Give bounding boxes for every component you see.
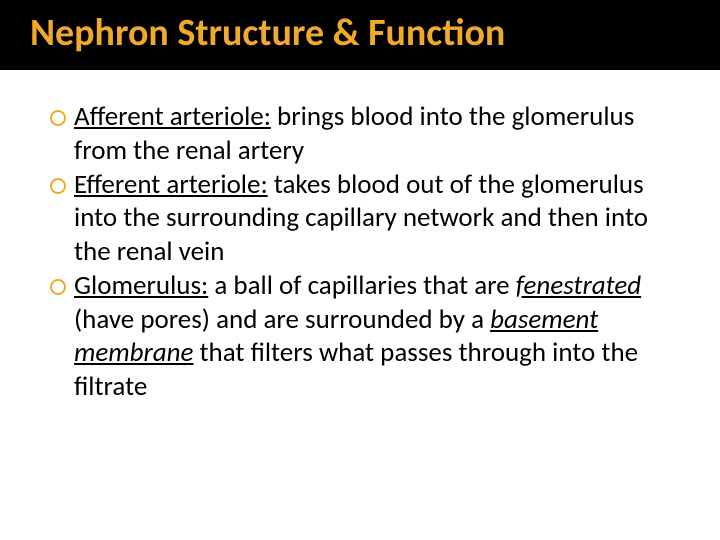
bullet-text: Efferent arteriole: takes blood out of t… [74,168,670,269]
term-label: Efferent arteriole: [74,168,268,201]
content-area: Afferent arteriole: brings blood into th… [0,70,720,404]
bullet-text: Afferent arteriole: brings blood into th… [74,100,670,168]
bullet-item: Afferent arteriole: brings blood into th… [50,100,670,168]
definition-text: (have pores) and are surrounded by a [74,303,490,336]
term-label: Afferent arteriole: [74,100,271,133]
term-label: Glomerulus: [74,269,208,302]
ring-bullet-icon [50,279,66,295]
slide-title: Nephron Structure & Function [30,10,720,56]
ring-bullet-icon [50,110,66,126]
ring-bullet-icon [50,178,66,194]
italic-term: fenestrated [516,269,641,302]
bullet-text: Glomerulus: a ball of capillaries that a… [74,269,670,404]
bullet-item: Efferent arteriole: takes blood out of t… [50,168,670,269]
bullet-item: Glomerulus: a ball of capillaries that a… [50,269,670,404]
definition-text: a ball of capillaries that are [208,269,515,302]
title-bar: Nephron Structure & Function [0,0,720,70]
